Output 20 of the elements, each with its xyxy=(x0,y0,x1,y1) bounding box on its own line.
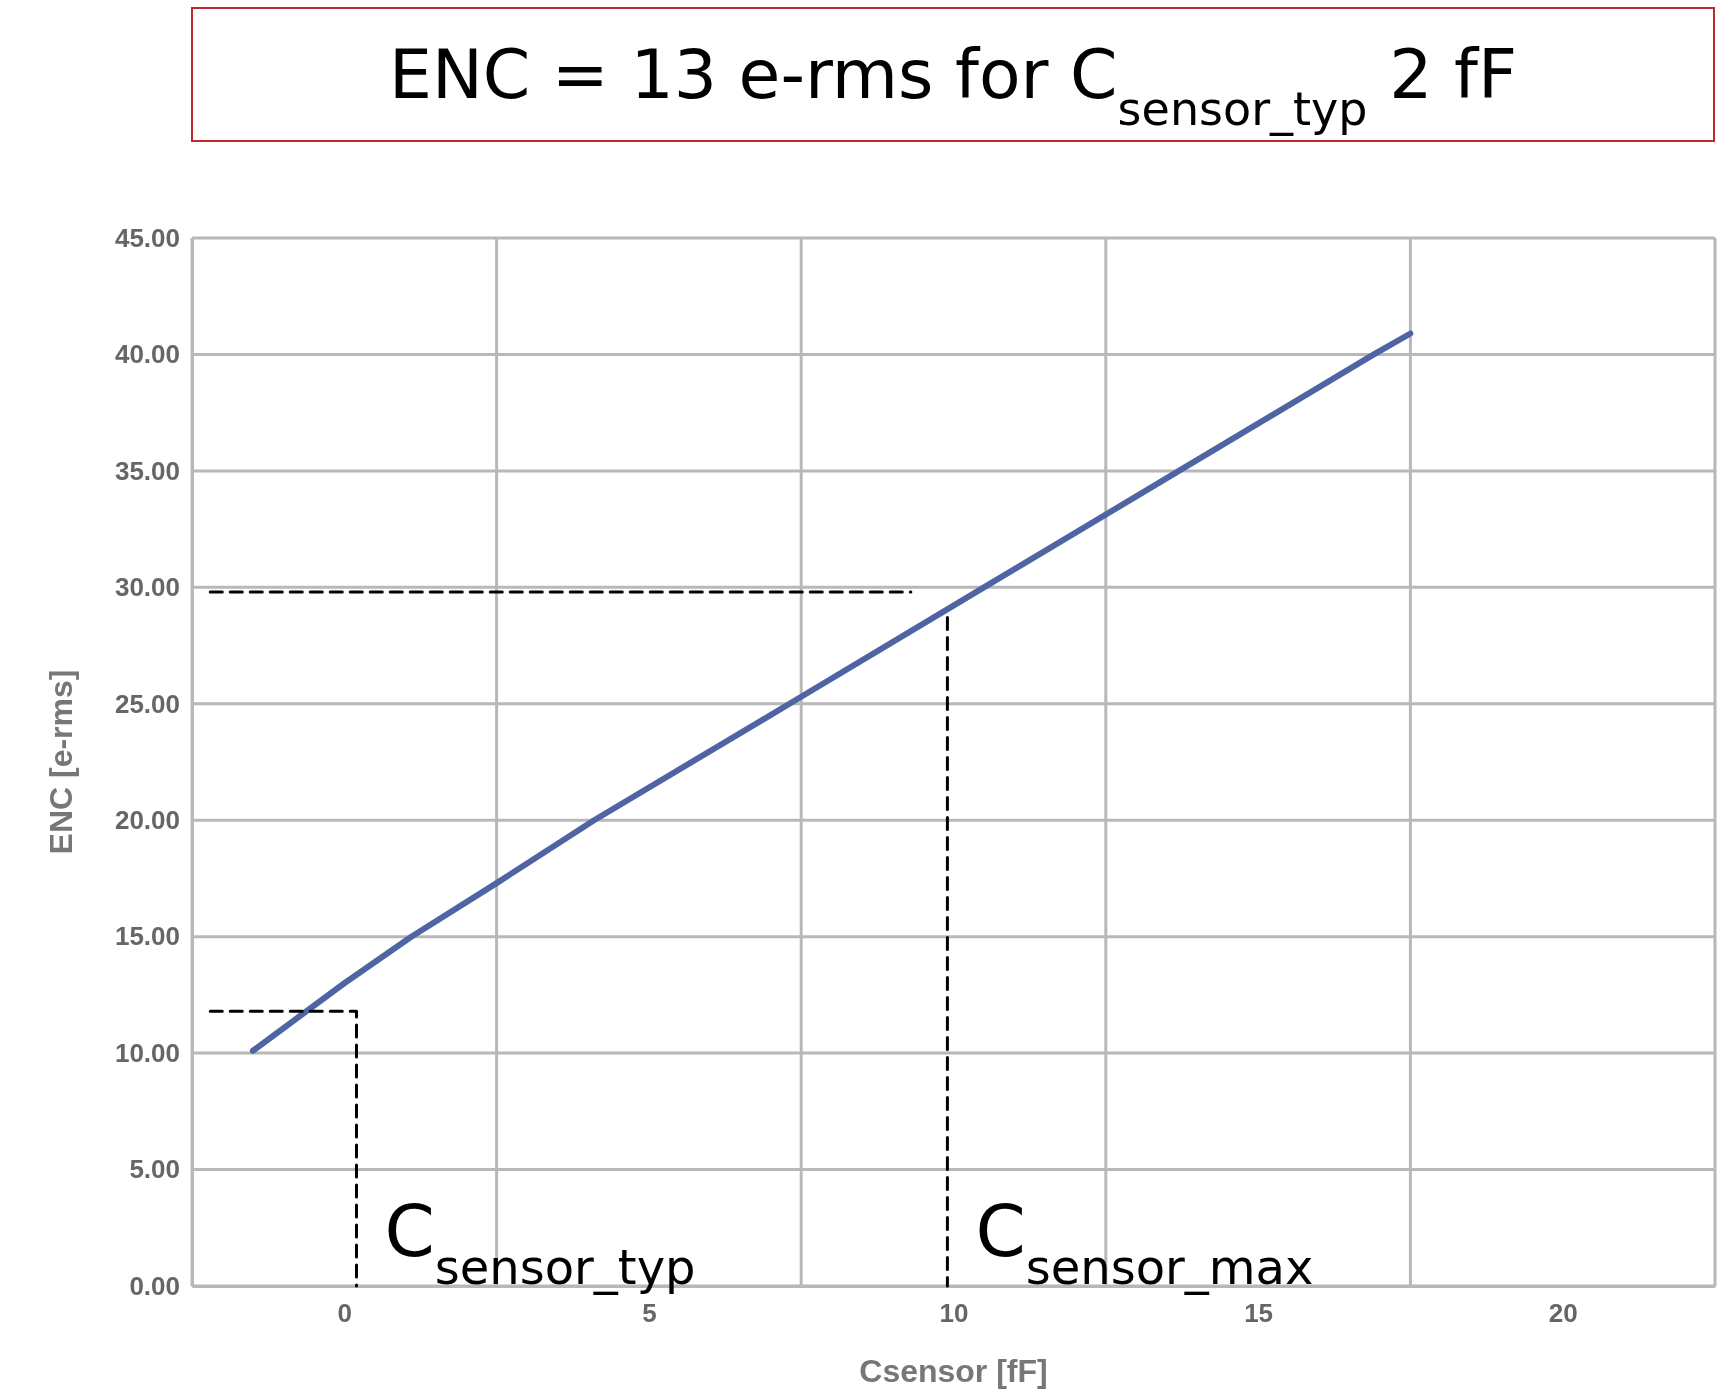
y-tick-label: 10.00 xyxy=(114,1037,180,1068)
y-tick-label: 40.00 xyxy=(114,339,180,370)
x-tick-label: 5 xyxy=(642,1298,657,1329)
y-tick-label: 35.00 xyxy=(114,455,180,486)
y-tick-label: 30.00 xyxy=(114,572,180,603)
y-tick-label: 20.00 xyxy=(114,805,180,836)
x-axis-title: Csensor [fF] xyxy=(859,1353,1048,1389)
y-tick-label: 25.00 xyxy=(114,688,180,719)
x-tick-label: 10 xyxy=(939,1298,969,1329)
y-tick-label: 5.00 xyxy=(129,1154,180,1185)
x-tick-label: 0 xyxy=(337,1298,353,1329)
annotation: C$_{sensor_typ}$ xyxy=(384,1189,696,1295)
x-tick-label: 20 xyxy=(1548,1298,1578,1329)
annotation: C$_{sensor_max}$ xyxy=(975,1189,1314,1295)
y-tick-label: 15.00 xyxy=(114,921,180,952)
chart-title: ENC = 13 e-rms for C$_{sensor_typ}$ 2 fF xyxy=(388,35,1518,136)
y-axis-title: ENC [e-rms] xyxy=(43,669,79,855)
y-tick-label: 45.00 xyxy=(114,222,180,253)
y-tick-label: 0.00 xyxy=(129,1270,180,1301)
x-tick-label: 15 xyxy=(1244,1298,1274,1329)
